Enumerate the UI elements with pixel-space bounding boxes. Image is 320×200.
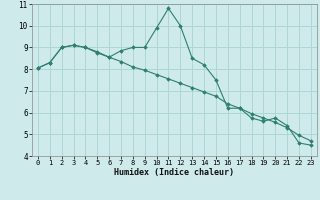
X-axis label: Humidex (Indice chaleur): Humidex (Indice chaleur) — [115, 168, 234, 177]
